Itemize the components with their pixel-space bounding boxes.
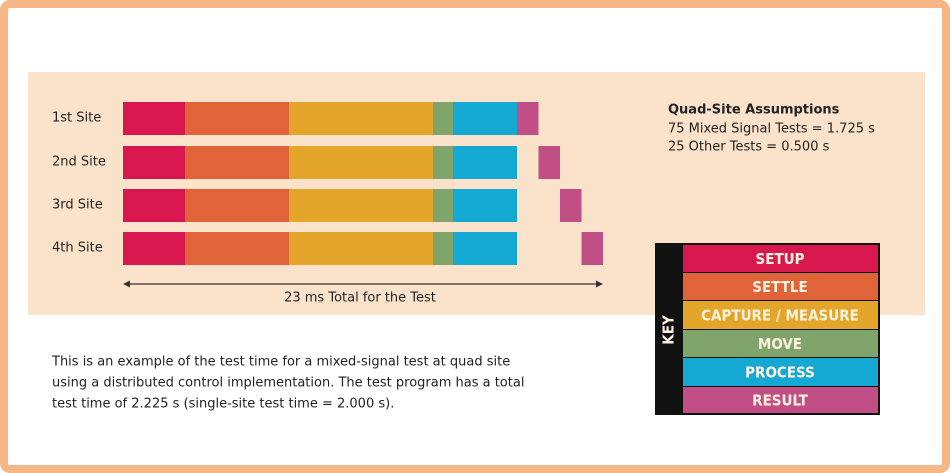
key-item: PROCESS: [745, 364, 815, 382]
caption-line: using a distributed control implementati…: [52, 376, 524, 391]
key-swatch: [683, 245, 878, 272]
phase-segment: [185, 232, 289, 265]
key-swatch: [683, 387, 878, 413]
phase-segment: [123, 146, 185, 179]
phase-segment: [123, 102, 185, 135]
key-item: MOVE: [758, 335, 802, 353]
key-item: RESULT: [752, 392, 808, 410]
phase-segment: [453, 232, 517, 265]
key-swatch: [683, 273, 878, 300]
phase-segment: [453, 102, 517, 135]
key-swatch: [683, 330, 878, 357]
phase-segment: [123, 232, 185, 265]
key-title: KEY: [660, 315, 678, 345]
result-segment: [581, 232, 603, 265]
site-label: 2nd Site: [52, 155, 106, 170]
phase-segment: [453, 146, 517, 179]
phase-segment: [289, 146, 433, 179]
assumption-line: 75 Mixed Signal Tests = 1.725 s: [668, 122, 875, 137]
phase-segment: [453, 189, 517, 222]
key-item: CAPTURE / MEASURE: [701, 307, 859, 325]
phase-segment: [433, 102, 453, 135]
phase-segment: [289, 189, 433, 222]
caption-line: This is an example of the test time for …: [51, 355, 510, 370]
phase-segment: [185, 102, 289, 135]
key-swatch: [683, 301, 878, 329]
phase-segment: [433, 146, 453, 179]
phase-segment: [185, 189, 289, 222]
result-segment: [560, 189, 582, 222]
key-item: SETUP: [756, 250, 805, 268]
site-label: 3rd Site: [52, 198, 103, 213]
phase-segment: [433, 232, 453, 265]
result-segment: [517, 102, 539, 135]
key-swatch: [683, 358, 878, 386]
phase-segment: [289, 102, 433, 135]
phase-segment: [123, 189, 185, 222]
site-label: 4th Site: [52, 241, 103, 256]
span-label: 23 ms Total for the Test: [284, 291, 436, 306]
phase-segment: [289, 232, 433, 265]
caption-line: test time of 2.225 s (single-site test t…: [52, 397, 394, 412]
assumptions-title: Quad-Site Assumptions: [668, 103, 840, 118]
site-label: 1st Site: [52, 111, 101, 126]
assumption-line: 25 Other Tests = 0.500 s: [668, 140, 830, 155]
result-segment: [538, 146, 560, 179]
phase-segment: [185, 146, 289, 179]
key-item: SETTLE: [752, 278, 808, 296]
phase-segment: [433, 189, 453, 222]
